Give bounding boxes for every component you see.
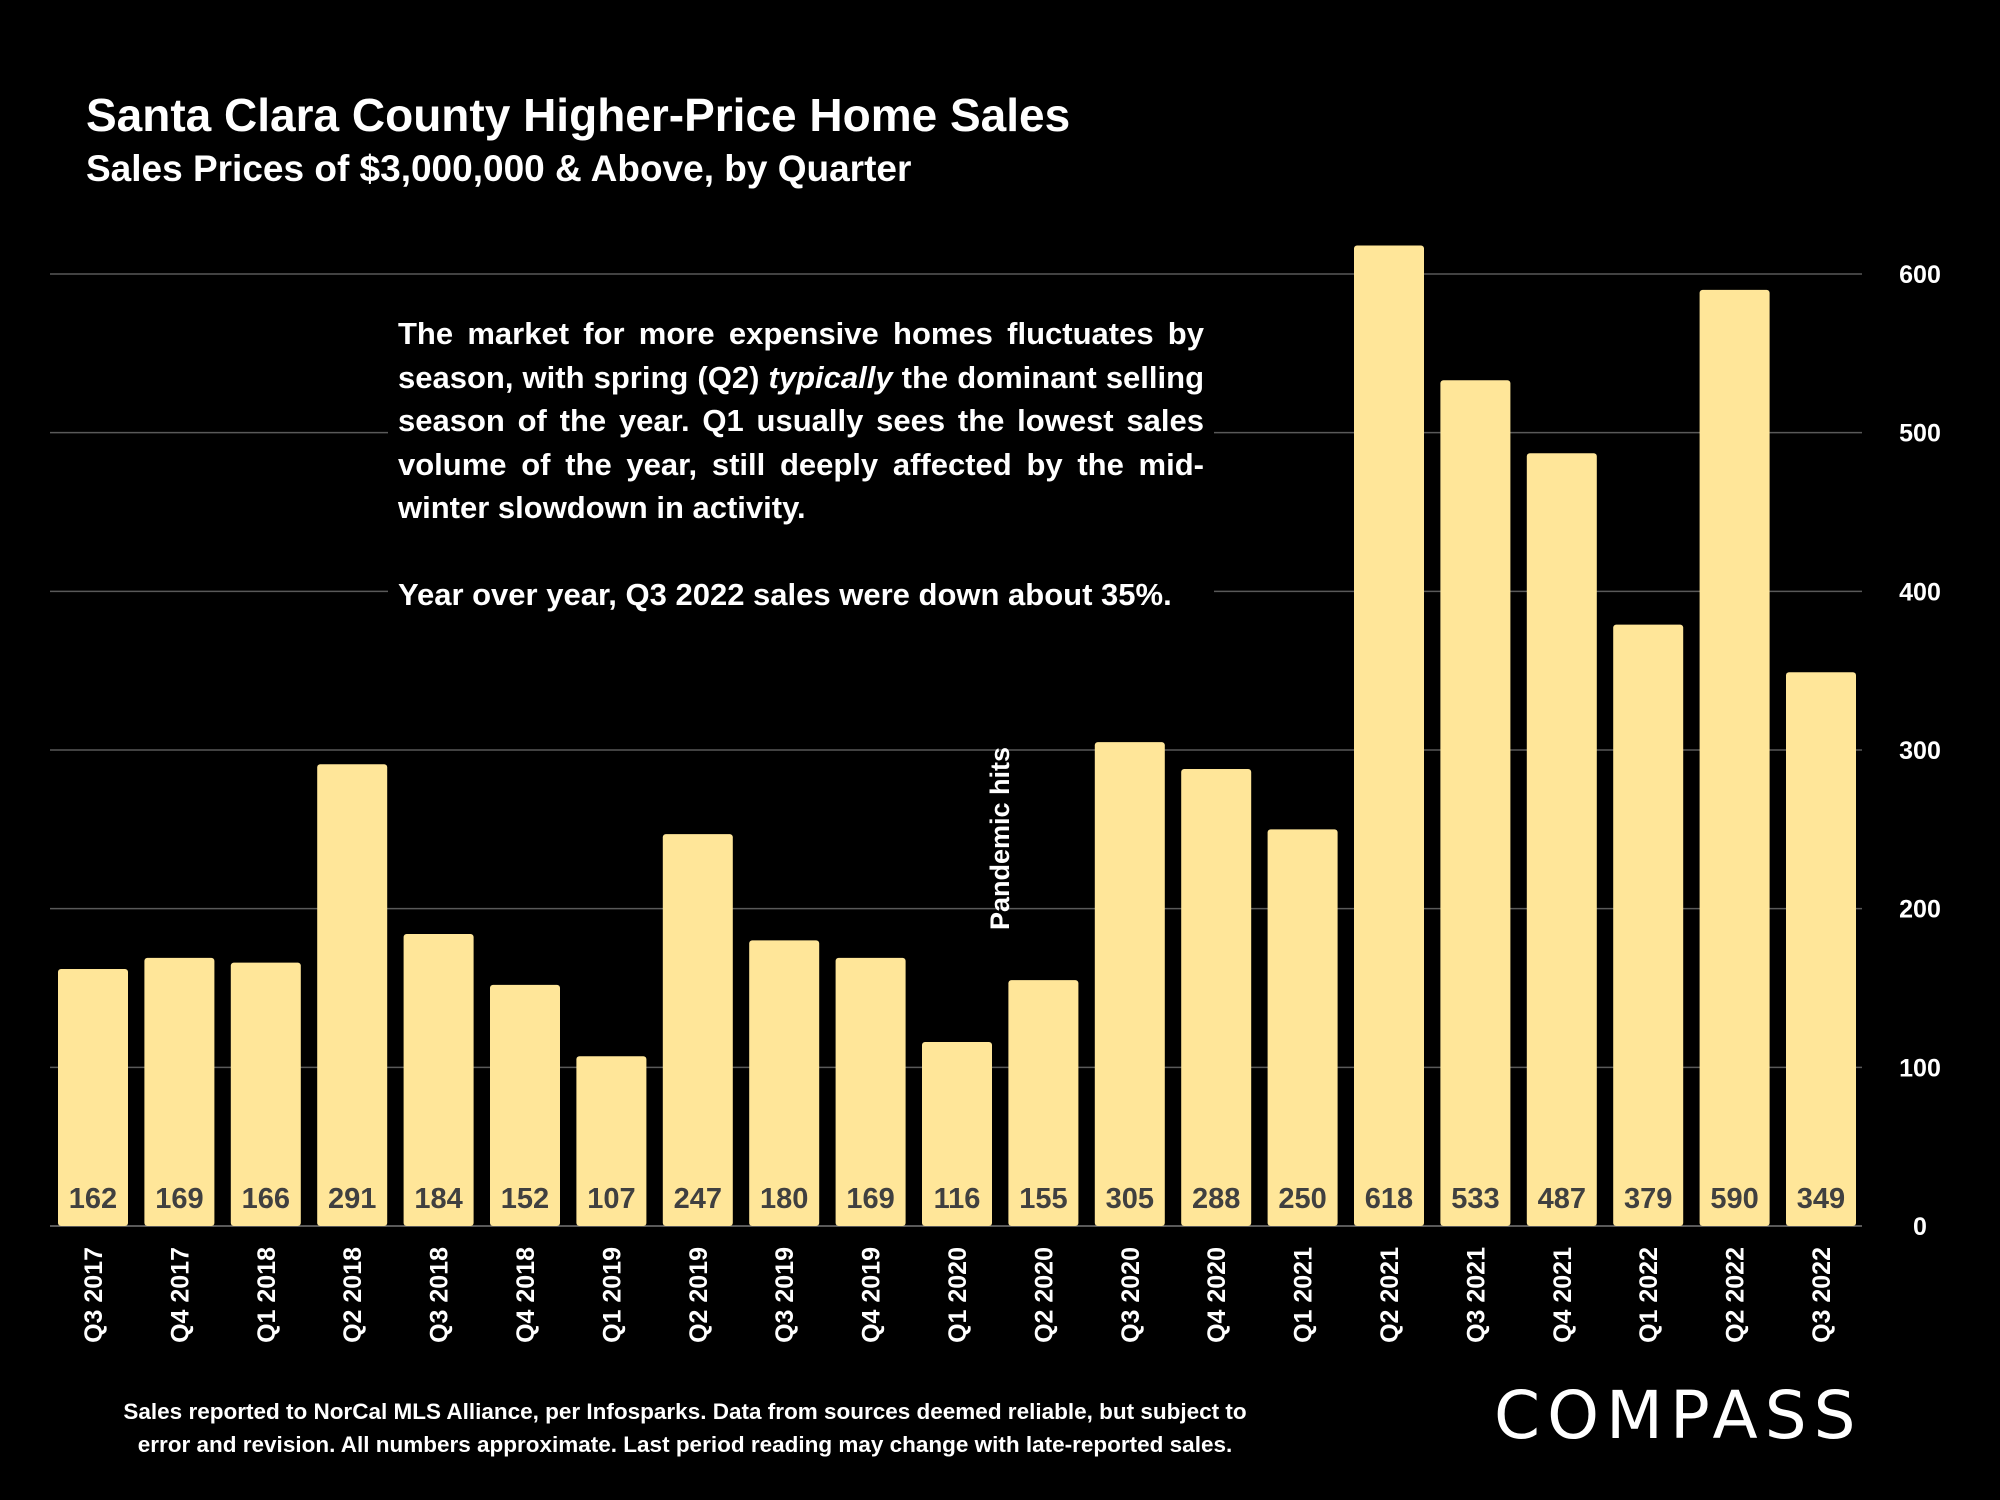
y-tick-label: 100	[1899, 1054, 1941, 1082]
x-tick-label: Q2 2019	[685, 1247, 713, 1343]
bar	[1008, 980, 1079, 1226]
bar-data-label: 250	[1278, 1183, 1326, 1215]
bar	[835, 957, 906, 1226]
x-tick-label: Q1 2020	[944, 1247, 972, 1343]
bar	[662, 834, 733, 1226]
annotation-box: The market for more expensive homes fluc…	[388, 308, 1214, 620]
bar-data-label: 247	[674, 1183, 722, 1215]
x-tick-label: Q4 2017	[166, 1247, 194, 1343]
bar-data-label: 288	[1192, 1183, 1240, 1215]
x-tick-label: Q2 2018	[339, 1247, 367, 1343]
x-tick-label: Q1 2021	[1290, 1247, 1318, 1343]
annotation-text-post: the dominant selling season of the year.…	[398, 359, 1205, 526]
y-tick-label: 300	[1899, 737, 1941, 765]
bar	[144, 957, 215, 1226]
annotation-paragraph-1: The market for more expensive homes fluc…	[398, 312, 1204, 530]
pandemic-event-label: Pandemic hits	[985, 747, 1015, 930]
bar	[1440, 380, 1511, 1227]
chart-title: Santa Clara County Higher-Price Home Sal…	[86, 89, 1071, 141]
y-tick-label: 0	[1913, 1213, 1927, 1241]
x-tick-label: Q2 2022	[1722, 1247, 1750, 1343]
bar	[749, 940, 820, 1226]
x-tick-label: Q1 2019	[598, 1247, 626, 1343]
bar	[1526, 453, 1597, 1226]
bar-data-label: 107	[587, 1183, 635, 1215]
x-tick-label: Q4 2019	[858, 1247, 886, 1343]
bar-data-label: 155	[1019, 1183, 1067, 1215]
x-tick-label: Q3 2018	[426, 1247, 454, 1343]
bar	[1699, 289, 1770, 1226]
bar-data-label: 166	[242, 1183, 290, 1215]
bar	[317, 764, 388, 1226]
bar	[1267, 829, 1338, 1226]
annotation-paragraph-2: Year over year, Q3 2022 sales were down …	[398, 576, 1172, 612]
annotation-text-emphasis: typically	[768, 359, 893, 395]
y-axis-ticks: 0 100 200 300 400 500 600	[1899, 261, 1941, 1241]
x-tick-label: Q1 2022	[1635, 1247, 1663, 1343]
x-tick-label: Q3 2017	[80, 1247, 108, 1343]
chart-subtitle: Sales Prices of $3,000,000 & Above, by Q…	[86, 148, 912, 189]
bar	[403, 934, 474, 1226]
y-tick-label: 600	[1899, 261, 1941, 289]
bar-data-label: 533	[1451, 1183, 1499, 1215]
bar	[1786, 672, 1856, 1226]
bar	[490, 984, 560, 1226]
bar-data-label: 152	[501, 1183, 549, 1215]
x-tick-label: Q2 2021	[1376, 1247, 1404, 1343]
x-tick-label: Q4 2020	[1203, 1247, 1231, 1343]
bar-data-label: 291	[328, 1183, 376, 1215]
footnote: Sales reported to NorCal MLS Alliance, p…	[110, 1395, 1260, 1461]
x-tick-label: Q3 2022	[1808, 1247, 1836, 1343]
y-tick-label: 400	[1899, 578, 1941, 606]
bar-data-label: 349	[1797, 1183, 1845, 1215]
x-axis-ticks: Q3 2017 Q4 2017 Q1 2018 Q2 2018 Q3 2018 Q4 20…	[80, 1247, 1836, 1343]
bars	[58, 245, 1856, 1227]
x-tick-label: Q4 2021	[1549, 1247, 1577, 1343]
bar-data-label: 618	[1365, 1183, 1413, 1215]
compass-logo: COMPASS	[1494, 1377, 1863, 1454]
annotation-text-pre: The market for more expensive homes fluc…	[398, 316, 1204, 395]
bar	[1181, 769, 1252, 1226]
bar	[1613, 624, 1684, 1226]
bar-data-label: 116	[934, 1183, 981, 1215]
x-tick-label: Q3 2019	[771, 1247, 799, 1343]
bar	[230, 962, 301, 1226]
bar-data-label: 169	[155, 1183, 203, 1215]
bar-data-label: 590	[1710, 1183, 1758, 1215]
bar	[576, 1056, 647, 1226]
y-tick-label: 500	[1899, 420, 1941, 448]
bar-data-label: 162	[69, 1183, 117, 1215]
bar-data-label: 379	[1624, 1183, 1672, 1215]
x-tick-label: Q3 2021	[1462, 1247, 1490, 1343]
bar-data-label: 184	[414, 1183, 462, 1215]
bar	[1354, 245, 1424, 1226]
footnote-line-1: Sales reported to NorCal MLS Alliance, p…	[123, 1399, 1247, 1424]
bar-data-label: 180	[760, 1183, 808, 1215]
x-tick-label: Q2 2020	[1030, 1247, 1058, 1343]
x-tick-label: Q1 2018	[253, 1247, 281, 1343]
x-tick-label: Q3 2020	[1117, 1247, 1145, 1343]
x-tick-label: Q4 2018	[512, 1247, 540, 1343]
footnote-line-2: error and revision. All numbers approxim…	[137, 1432, 1233, 1457]
event-annotation: Pandemic hits	[985, 747, 1015, 930]
bar-data-label: 169	[846, 1183, 894, 1215]
bar-data-label: 305	[1106, 1183, 1154, 1215]
y-tick-label: 200	[1899, 896, 1941, 924]
data-labels: 162 169 166 291 184 152 107 247 180 169 116 155 305 2…	[69, 1183, 1845, 1215]
bar	[1094, 742, 1165, 1226]
bar-data-label: 487	[1538, 1183, 1586, 1215]
bar	[922, 1041, 992, 1226]
bar	[58, 968, 128, 1226]
